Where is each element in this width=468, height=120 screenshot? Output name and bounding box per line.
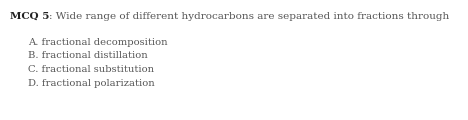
Text: C. fractional substitution: C. fractional substitution <box>28 65 154 74</box>
Text: A. fractional decomposition: A. fractional decomposition <box>28 38 168 47</box>
Text: B. fractional distillation: B. fractional distillation <box>28 51 148 60</box>
Text: D. fractional polarization: D. fractional polarization <box>28 78 155 87</box>
Text: : Wide range of different hydrocarbons are separated into fractions through: : Wide range of different hydrocarbons a… <box>50 12 450 21</box>
Text: MCQ 5: MCQ 5 <box>10 12 50 21</box>
